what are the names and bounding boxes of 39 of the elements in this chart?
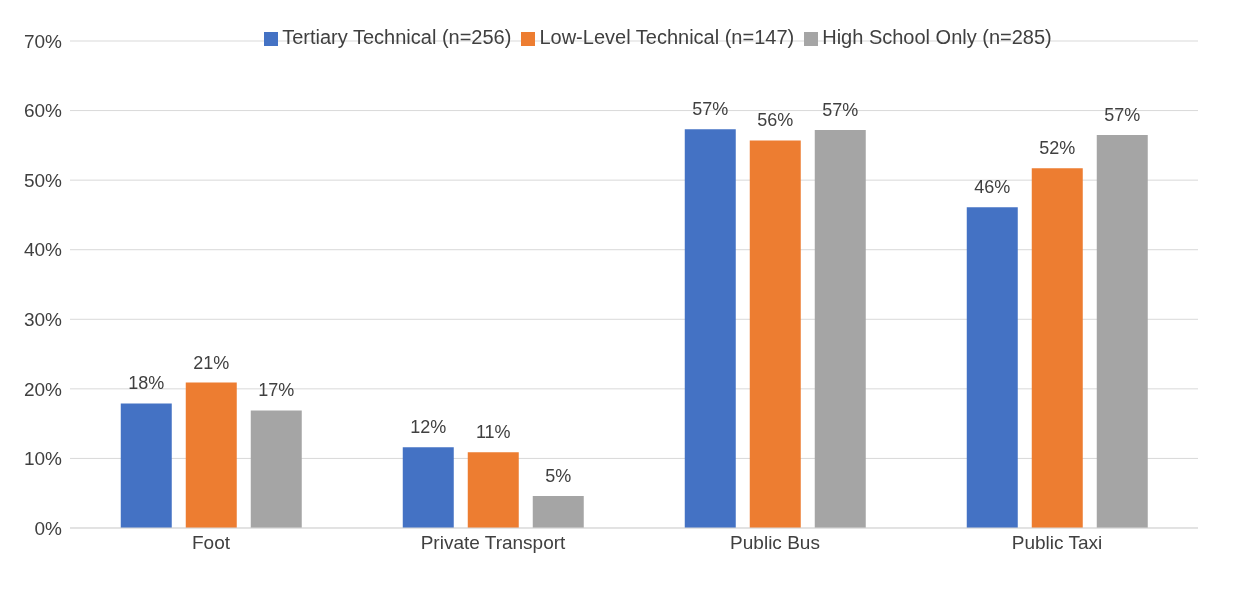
y-tick-label: 0% (34, 517, 63, 539)
x-tick-label: Public Bus (730, 532, 820, 554)
data-label: 21% (193, 352, 230, 373)
bar (467, 452, 519, 528)
y-tick-label: 30% (23, 309, 63, 331)
bar (966, 207, 1018, 528)
bar (749, 140, 801, 528)
y-tick-label: 40% (23, 239, 63, 261)
legend-label: Low-Level Technical (n=147) (539, 26, 795, 48)
legend-label: High School Only (n=285) (822, 26, 1052, 48)
bar (684, 129, 736, 528)
bar (185, 382, 237, 528)
y-tick-label: 20% (23, 378, 63, 400)
data-label: 46% (974, 177, 1011, 198)
bar (250, 410, 302, 528)
data-label: 11% (475, 422, 511, 443)
data-label: 56% (757, 110, 794, 131)
bar (402, 447, 454, 528)
data-label: 12% (410, 417, 447, 438)
data-label: 57% (822, 100, 859, 121)
x-tick-label: Private Transport (420, 532, 567, 554)
y-tick-label: 70% (23, 30, 63, 52)
data-label: 57% (1104, 104, 1141, 125)
data-label: 5% (545, 466, 572, 486)
bar (120, 403, 172, 528)
y-tick-label: 50% (23, 169, 63, 191)
legend-label: Tertiary Technical (n=256) (282, 26, 512, 48)
bar (814, 130, 866, 528)
data-label: 17% (258, 380, 295, 401)
x-tick-label: Foot (191, 532, 231, 554)
data-label: 57% (692, 99, 729, 120)
bar (532, 496, 584, 528)
y-tick-label: 60% (23, 100, 63, 122)
bar (1031, 168, 1083, 528)
data-label: 52% (1039, 138, 1076, 159)
bar (1096, 134, 1148, 528)
x-tick-label: Public Taxi (1011, 532, 1103, 554)
data-label: 18% (128, 373, 165, 394)
y-tick-label: 10% (23, 448, 63, 470)
